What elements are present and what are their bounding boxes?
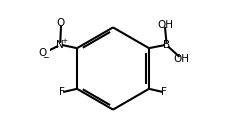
Text: N: N <box>56 40 64 50</box>
Text: F: F <box>161 87 167 97</box>
Text: B: B <box>163 40 170 50</box>
Text: +: + <box>61 38 67 44</box>
Text: −: − <box>43 53 49 62</box>
Text: O: O <box>57 18 65 28</box>
Text: OH: OH <box>157 20 173 30</box>
Text: OH: OH <box>173 54 190 64</box>
Text: O: O <box>38 48 47 58</box>
Text: F: F <box>59 87 65 97</box>
